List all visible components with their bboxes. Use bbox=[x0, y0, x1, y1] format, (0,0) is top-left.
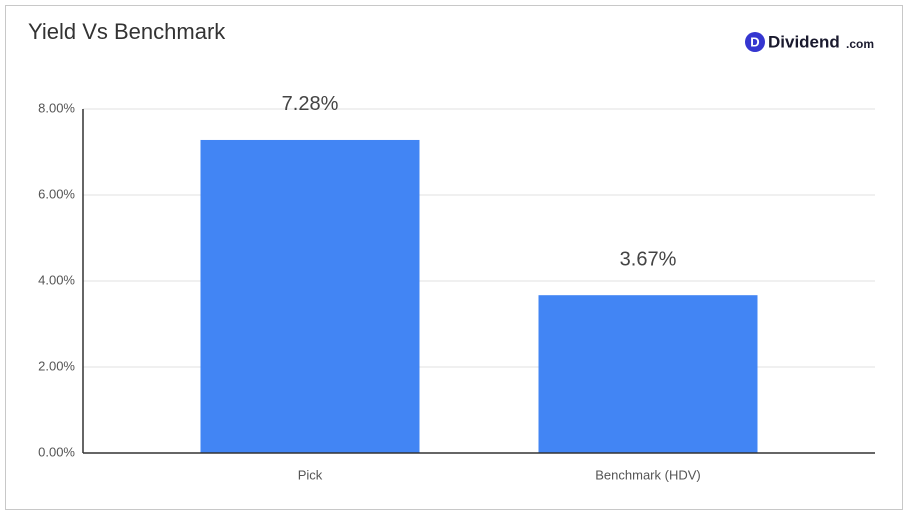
x-tick-label: Benchmark (HDV) bbox=[595, 467, 700, 482]
chart-title: Yield Vs Benchmark bbox=[28, 19, 226, 44]
value-label: 3.67% bbox=[620, 248, 677, 270]
value-label: 7.28% bbox=[282, 93, 339, 115]
logo-name: Dividend bbox=[768, 32, 840, 51]
logo-icon: D bbox=[750, 34, 759, 49]
bar bbox=[538, 295, 758, 453]
y-tick-label: 8.00% bbox=[38, 100, 75, 115]
logo: D Dividend .com bbox=[745, 32, 874, 52]
logo-suffix: .com bbox=[846, 37, 874, 51]
y-tick-label: 6.00% bbox=[38, 186, 75, 201]
y-tick-label: 2.00% bbox=[38, 358, 75, 373]
y-tick-label: 4.00% bbox=[38, 272, 75, 287]
logo-badge bbox=[745, 32, 765, 52]
bar bbox=[200, 139, 420, 453]
y-tick-label: 0.00% bbox=[38, 444, 75, 459]
x-tick-label: Pick bbox=[298, 467, 323, 482]
chart-frame bbox=[5, 5, 903, 510]
